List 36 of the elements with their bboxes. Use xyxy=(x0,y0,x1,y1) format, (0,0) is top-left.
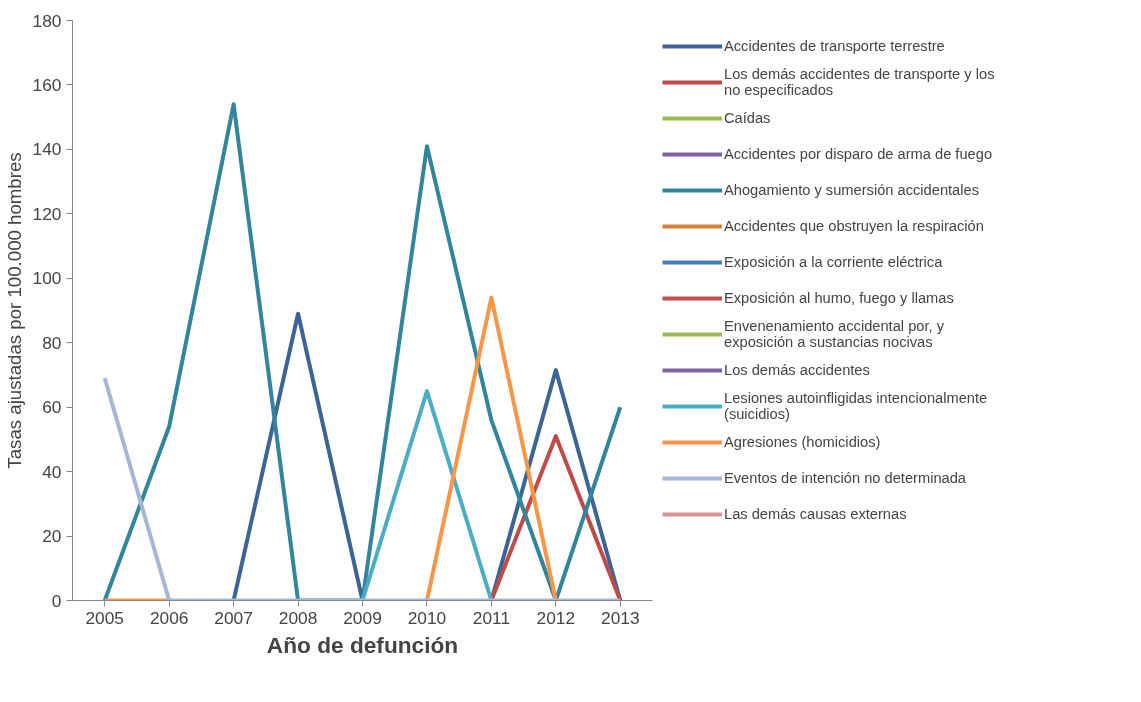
x-tick-label: 2012 xyxy=(536,607,576,628)
y-tick-label: 140 xyxy=(32,139,62,160)
legend-label: Accidentes de transporte terrestre xyxy=(724,37,945,56)
y-tick-label: 60 xyxy=(42,397,62,418)
y-tick-label: 180 xyxy=(32,10,62,31)
legend-label: Los demás accidentes de transporte y los no especificados xyxy=(724,66,995,98)
legend-label: Ahogamiento y sumersión accidentales xyxy=(724,181,979,200)
legend-label: Envenenamiento accidental por, y exposición a sustancias nocivas xyxy=(724,318,944,350)
x-tick-label: 2008 xyxy=(278,607,318,628)
legend-label: Los demás accidentes xyxy=(724,361,870,380)
x-axis-title: Año de defunción xyxy=(266,631,459,658)
x-tick-label: 2007 xyxy=(214,607,253,628)
legend-label: Lesiones autoinfligidas intencionalmente (suicidios) xyxy=(724,390,988,422)
legend-label: Caídas xyxy=(724,109,771,128)
x-tick-label: 2009 xyxy=(343,607,382,628)
x-tick-label: 2013 xyxy=(601,607,640,628)
line-series xyxy=(102,102,623,601)
y-axis-title: Tasas ajustadas por 100.000 hombres xyxy=(3,152,25,469)
x-tick-label: 2011 xyxy=(472,607,511,628)
y-tick-label: 100 xyxy=(32,268,62,289)
legend-label: Accidentes por disparo de arma de fuego xyxy=(724,145,993,164)
x-tick-label: 2005 xyxy=(85,607,125,628)
y-tick-label: 80 xyxy=(42,332,62,353)
x-tick-label: 2006 xyxy=(149,607,189,628)
legend-label: Exposición a la corriente eléctrica xyxy=(724,253,943,272)
y-tick-label: 20 xyxy=(42,526,62,547)
legend-label: Accidentes que obstruyen la respiración xyxy=(724,217,984,236)
y-tick-label: 0 xyxy=(51,590,62,611)
legend-label: Agresiones (homicidios) xyxy=(724,433,881,452)
legend-label: Exposición al humo, fuego y llamas xyxy=(724,289,954,308)
legend-label: Las demás causas externas xyxy=(724,505,907,524)
x-tick-label: 2010 xyxy=(407,607,447,628)
y-tick-label: 120 xyxy=(32,203,62,224)
y-tick-label: 160 xyxy=(32,74,62,95)
y-tick-label: 40 xyxy=(42,461,62,482)
legend-label: Eventos de intención no determinada xyxy=(724,469,966,488)
